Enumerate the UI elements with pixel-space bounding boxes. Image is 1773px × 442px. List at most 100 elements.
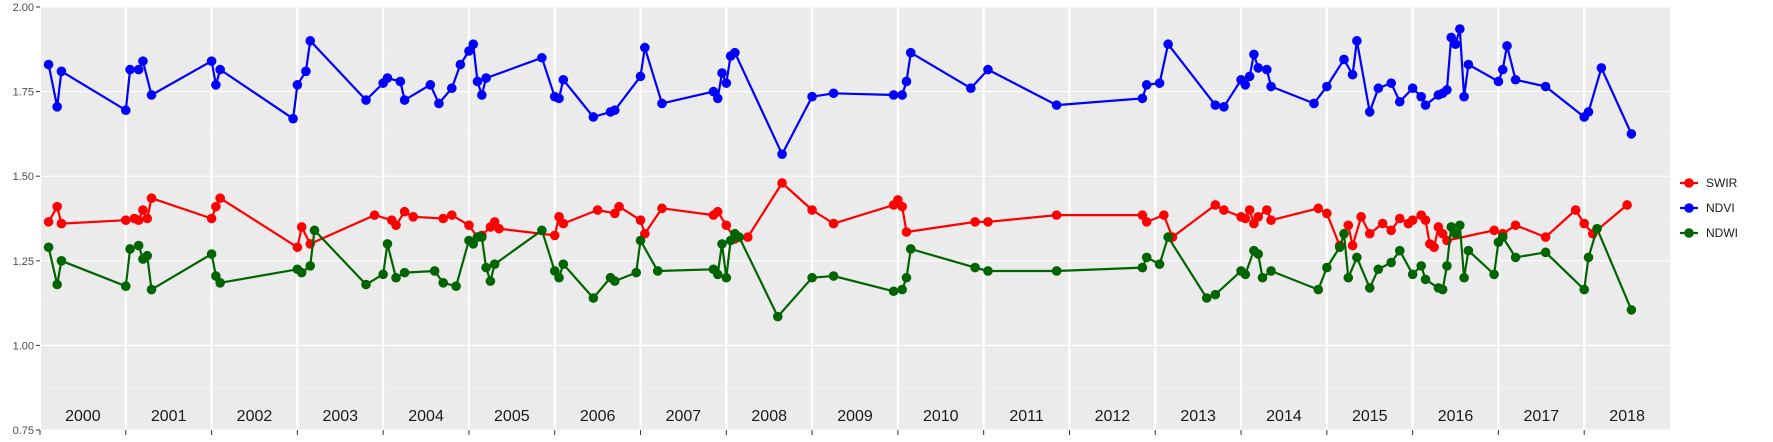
data-point-ndvi xyxy=(1266,81,1276,92)
data-point-swir xyxy=(133,215,144,225)
data-point-ndwi xyxy=(1266,266,1276,276)
data-point-ndwi xyxy=(1253,249,1264,259)
data-point-ndvi xyxy=(1420,100,1431,110)
legend-label: NDWI xyxy=(1706,226,1738,240)
data-point-ndvi xyxy=(125,64,135,75)
data-point-ndwi xyxy=(1489,269,1499,280)
data-point-ndvi xyxy=(1497,64,1508,75)
data-point-ndvi xyxy=(1373,83,1384,94)
data-point-swir xyxy=(1356,212,1366,222)
data-point-ndwi xyxy=(305,261,316,271)
data-point-ndvi xyxy=(1626,129,1637,139)
data-point-ndwi xyxy=(721,272,732,283)
data-point-ndwi xyxy=(1394,245,1405,256)
data-point-swir xyxy=(983,217,993,227)
data-point-ndvi xyxy=(1510,74,1521,85)
legend: SWIR NDVI NDWI xyxy=(1680,176,1738,240)
data-point-ndwi xyxy=(125,244,135,254)
data-point-ndvi xyxy=(399,95,410,105)
data-point-swir xyxy=(1210,200,1221,210)
data-point-ndvi xyxy=(828,88,839,99)
data-point-ndwi xyxy=(1210,289,1221,300)
data-point-swir xyxy=(635,215,646,225)
data-point-swir xyxy=(142,213,153,224)
data-point-ndvi xyxy=(721,78,732,88)
series-layer xyxy=(43,24,1637,322)
data-point-swir xyxy=(1420,215,1431,225)
data-point-swir xyxy=(52,201,62,212)
data-point-swir xyxy=(408,212,418,222)
data-point-ndvi xyxy=(657,98,667,109)
data-point-ndwi xyxy=(1442,261,1452,271)
data-point-ndwi xyxy=(901,272,912,283)
legend-item-ndwi: NDWI xyxy=(1680,226,1738,240)
data-point-ndwi xyxy=(489,259,500,269)
data-point-ndvi xyxy=(1163,39,1173,50)
data-point-ndvi xyxy=(133,64,144,75)
data-point-ndwi xyxy=(1322,262,1332,273)
data-point-ndwi xyxy=(1455,220,1465,231)
data-point-ndwi xyxy=(382,239,393,249)
data-point-swir xyxy=(1407,215,1418,225)
data-point-ndwi xyxy=(970,262,980,273)
data-point-ndvi xyxy=(56,66,67,77)
data-point-ndwi xyxy=(1240,269,1251,280)
data-point-ndvi xyxy=(425,80,436,90)
data-point-swir xyxy=(494,223,504,234)
data-point-ndvi xyxy=(120,105,131,116)
data-point-ndvi xyxy=(1244,71,1255,82)
data-point-ndvi xyxy=(361,95,371,105)
series-swir xyxy=(43,178,1632,253)
data-point-ndvi xyxy=(481,73,491,83)
data-point-ndvi xyxy=(305,36,316,46)
data-point-ndwi xyxy=(635,235,646,246)
data-point-swir xyxy=(399,206,410,217)
data-point-ndwi xyxy=(1626,305,1637,315)
data-point-swir xyxy=(592,205,603,215)
data-point-swir xyxy=(292,242,303,253)
data-point-ndwi xyxy=(146,284,157,295)
data-point-ndvi xyxy=(1137,93,1148,104)
series-ndwi xyxy=(43,220,1637,322)
data-point-swir xyxy=(206,213,217,224)
data-point-ndwi xyxy=(558,259,569,269)
data-point-ndvi xyxy=(554,93,564,104)
data-point-ndvi xyxy=(477,90,487,100)
legend-item-swir: SWIR xyxy=(1680,176,1738,190)
series-ndvi xyxy=(43,24,1637,160)
data-point-ndvi xyxy=(211,80,221,90)
data-point-ndvi xyxy=(1463,59,1474,70)
data-point-ndvi xyxy=(1339,54,1349,65)
data-point-ndwi xyxy=(133,240,144,251)
data-point-ndwi xyxy=(1510,252,1521,263)
year-label: 2000 xyxy=(65,408,101,425)
data-point-ndvi xyxy=(1583,107,1594,117)
data-point-ndvi xyxy=(1596,63,1607,73)
data-point-ndvi xyxy=(146,90,157,100)
data-point-ndwi xyxy=(734,232,744,242)
data-point-ndvi xyxy=(382,73,393,83)
data-point-ndwi xyxy=(897,284,907,295)
data-point-ndwi xyxy=(296,267,307,278)
data-point-ndwi xyxy=(142,250,153,261)
data-point-ndvi xyxy=(712,93,723,104)
data-point-swir xyxy=(211,201,221,212)
data-point-swir xyxy=(712,206,723,217)
data-point-swir xyxy=(742,232,753,242)
data-point-ndvi xyxy=(635,71,646,82)
data-point-ndvi xyxy=(1442,85,1452,95)
data-point-ndvi xyxy=(138,56,148,66)
data-point-swir xyxy=(138,205,148,215)
data-point-swir xyxy=(1051,210,1062,220)
data-point-ndwi xyxy=(1459,272,1469,283)
data-point-ndvi xyxy=(1249,49,1259,60)
data-point-swir xyxy=(56,218,67,229)
data-point-swir xyxy=(1159,210,1169,220)
legend-label: NDVI xyxy=(1706,201,1735,215)
data-point-swir xyxy=(970,217,980,227)
data-point-ndvi xyxy=(43,59,54,70)
data-point-ndwi xyxy=(1257,272,1268,283)
y-tick-label: 1.75 xyxy=(13,87,34,99)
data-point-ndvi xyxy=(455,59,466,70)
data-point-ndwi xyxy=(215,277,225,288)
